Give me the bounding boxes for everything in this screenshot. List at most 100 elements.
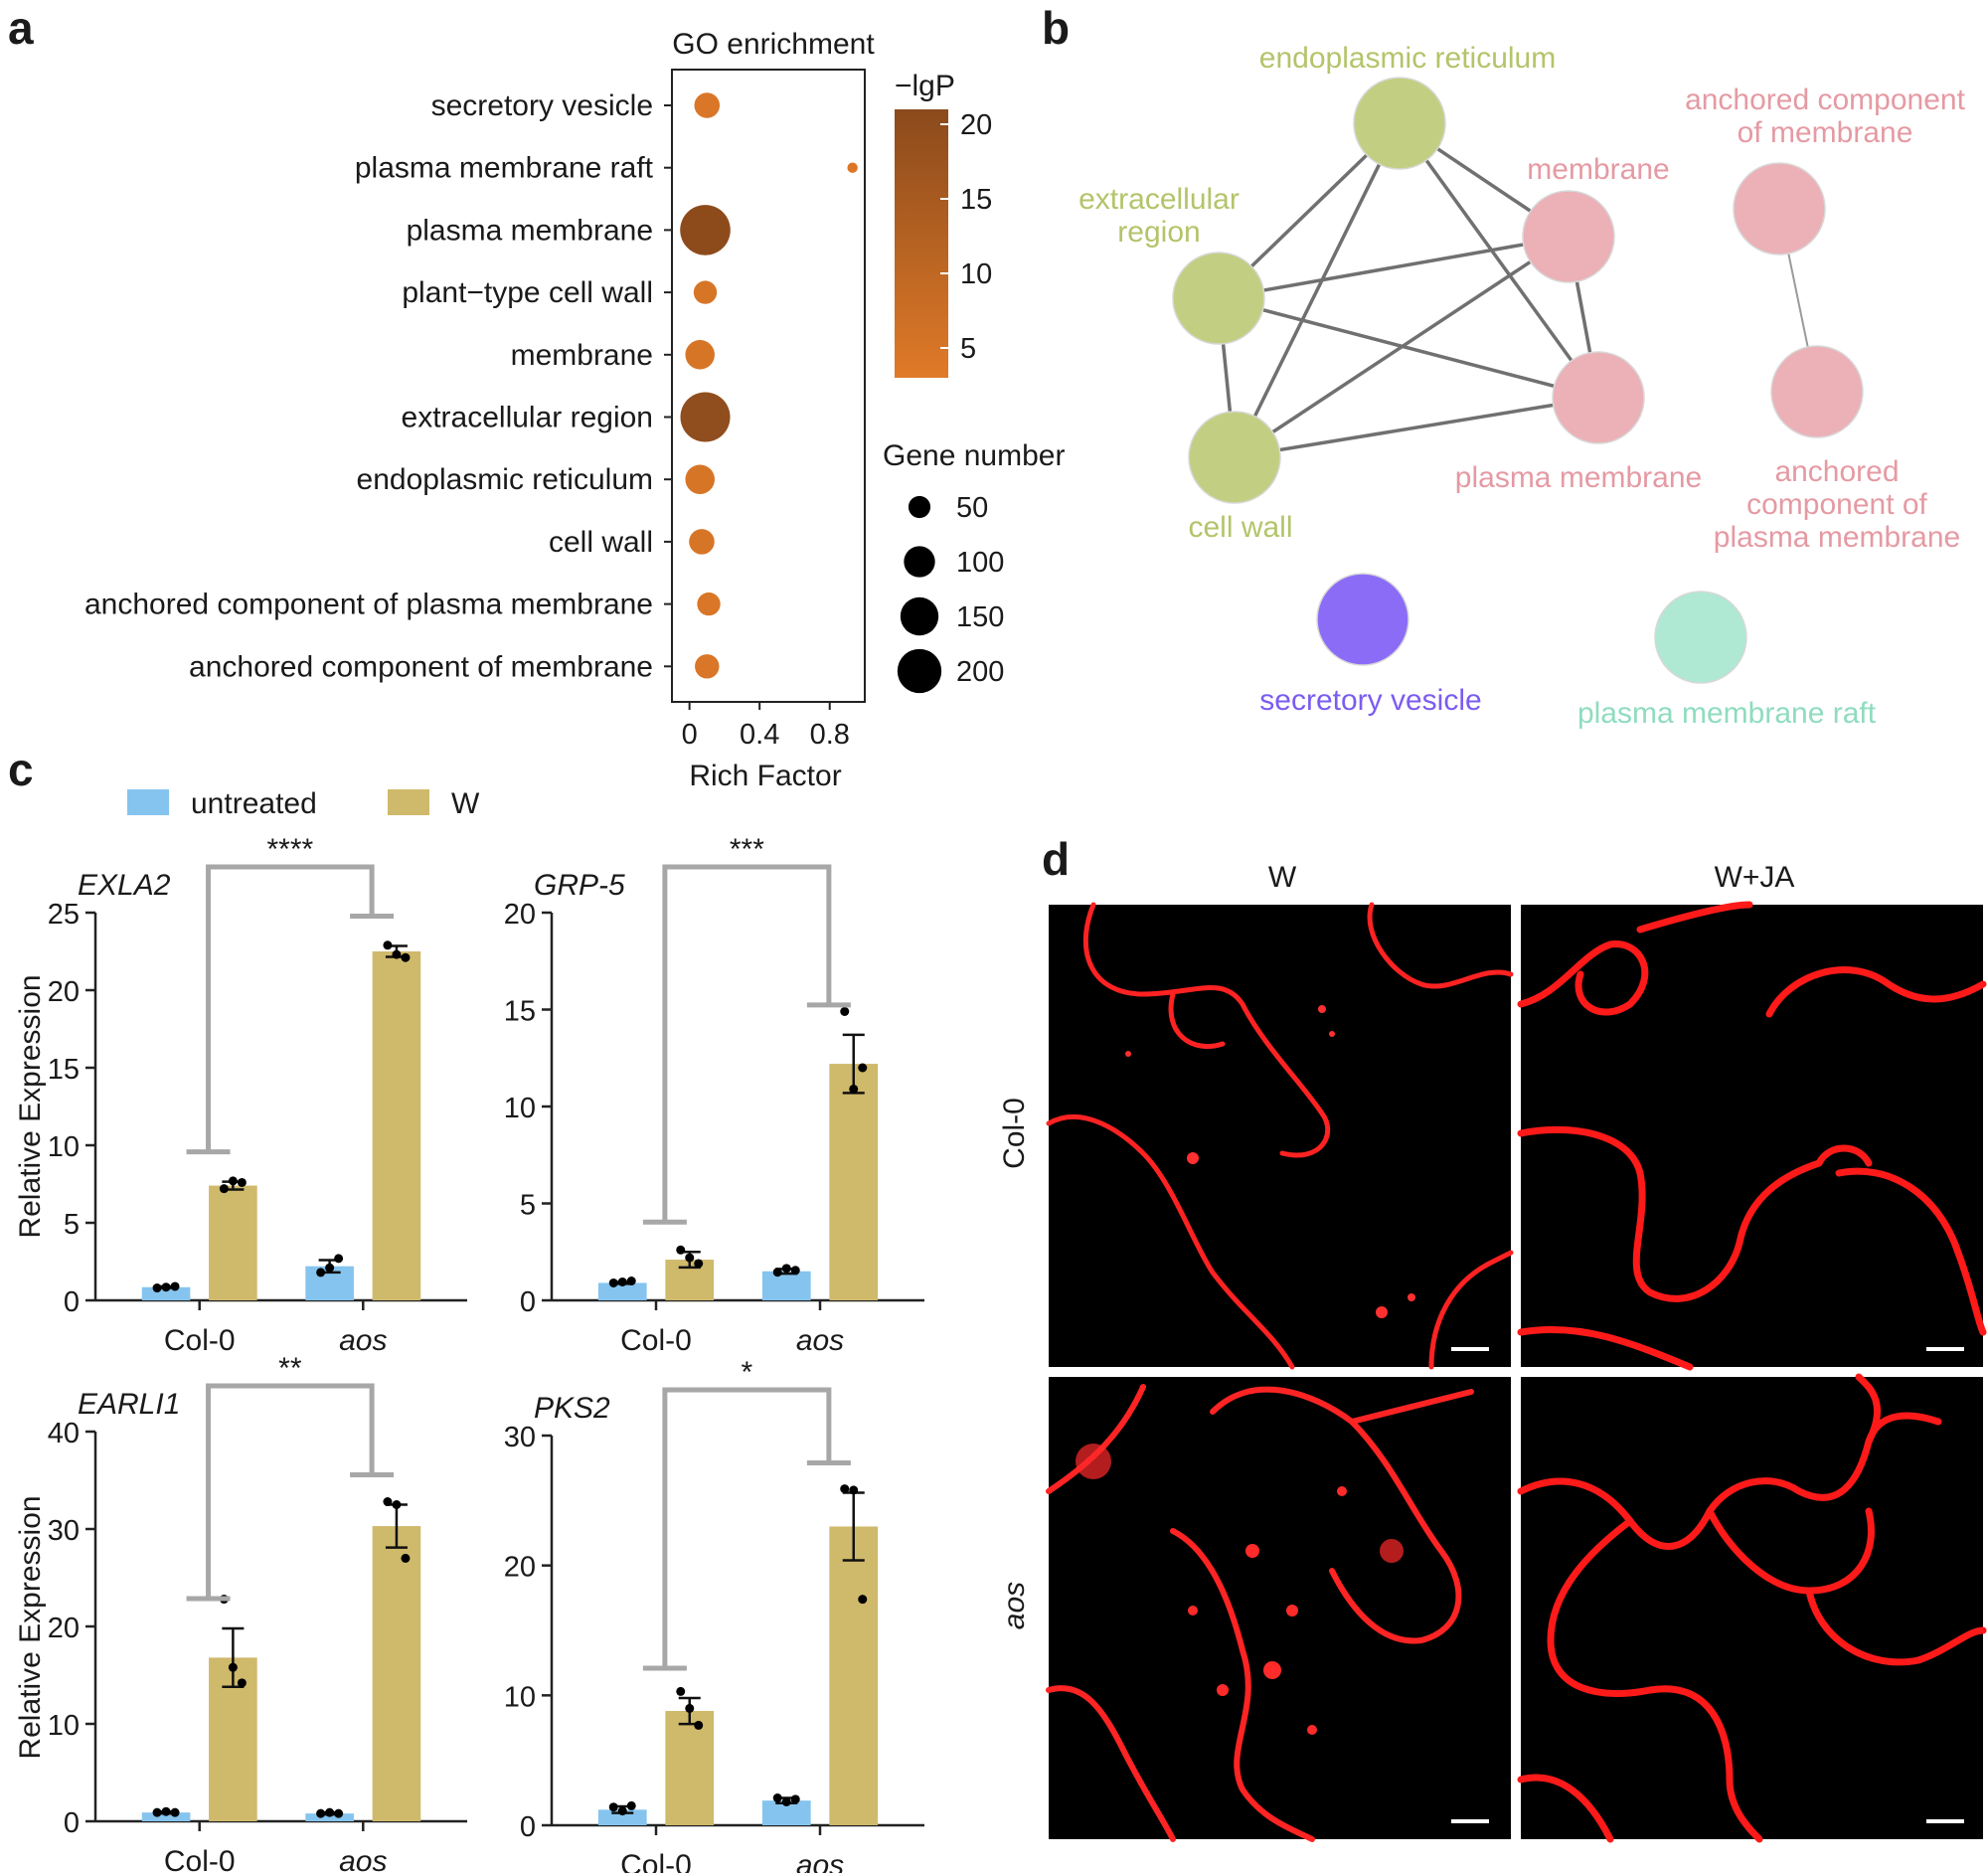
scale-bar (1926, 1347, 1964, 1351)
group-label: aos (796, 1324, 844, 1357)
network-edge (1398, 121, 1600, 400)
micrograph-col-wja: W+JA (1715, 861, 1795, 894)
bar-untreated-Col-0 (597, 1282, 647, 1300)
y-tick-label: 40 (48, 1418, 80, 1449)
bar-untreated-Col-0 (597, 1809, 647, 1825)
go-term-label: anchored component of plasma membrane (84, 589, 653, 621)
go-term-label: extracellular region (402, 402, 653, 434)
data-point (858, 1595, 868, 1605)
bar-W-aos (829, 1064, 879, 1300)
data-point (325, 1807, 335, 1817)
group-label: aos (339, 1845, 387, 1873)
data-point (608, 1802, 618, 1812)
data-point (170, 1807, 180, 1817)
network-label-pmr: plasma membrane raft (1577, 697, 1877, 730)
network-node-acpm (1770, 345, 1864, 438)
significance-label: **** (266, 833, 313, 866)
color-tick-label: 10 (960, 258, 992, 290)
size-legend-label: 200 (956, 656, 1004, 688)
data-point (790, 1266, 800, 1276)
data-point (325, 1263, 335, 1273)
confocal-micrographs: W W+JA Col-0 aos (998, 861, 1987, 1843)
y-tick-label: 0 (520, 1286, 536, 1318)
legend-swatch-w (388, 789, 429, 815)
data-point (237, 1678, 247, 1688)
y-tick-label: 5 (520, 1190, 536, 1222)
network-node-pmr (1654, 591, 1747, 684)
y-tick-label: 20 (504, 899, 536, 931)
y-tick-label: 10 (48, 1131, 80, 1163)
data-point (685, 1703, 695, 1713)
color-legend-title: −lgP (895, 70, 955, 102)
gene-title: PKS2 (534, 1392, 610, 1425)
data-point (849, 1485, 859, 1495)
network-edge (1234, 235, 1570, 459)
data-point (401, 1553, 411, 1563)
data-point (617, 1806, 627, 1816)
data-point (383, 1497, 393, 1507)
y-tick-label: 30 (504, 1422, 536, 1453)
data-point (316, 1808, 326, 1818)
legend-swatch-untreated (127, 789, 169, 815)
network-node-mem (1522, 190, 1615, 283)
legend-label-untreated: untreated (191, 787, 317, 820)
y-tick-label: 0 (520, 1811, 536, 1843)
data-point (316, 1268, 326, 1277)
data-point (626, 1800, 636, 1810)
data-point (849, 1084, 859, 1094)
go-term-label: cell wall (549, 526, 653, 559)
data-point (790, 1794, 800, 1804)
data-point (694, 1720, 704, 1730)
gene-title: EARLI1 (78, 1388, 180, 1421)
data-point (626, 1277, 636, 1285)
significance-label: ** (278, 1352, 302, 1385)
go-bubble (694, 92, 721, 118)
network-label-pm: plasma membrane (1455, 461, 1702, 494)
micrograph-col0-w (1046, 902, 1514, 1370)
go-term-label: membrane (511, 339, 653, 372)
group-label: Col-0 (164, 1845, 236, 1873)
go-term-label: plasma membrane (407, 214, 653, 247)
network-label-cw: cell wall (1188, 511, 1292, 544)
micrograph-col-w: W (1268, 861, 1297, 894)
size-legend-label: 150 (956, 601, 1004, 633)
color-tick-label: 5 (960, 333, 976, 365)
go-bubble (680, 392, 731, 442)
y-tick-label: 10 (504, 1093, 536, 1124)
data-point (781, 1796, 791, 1806)
go-enrichment-chart: GO enrichment secretory vesicle plasma me… (84, 28, 1065, 792)
data-point (237, 1177, 247, 1187)
bar-untreated-aos (761, 1271, 811, 1300)
x-tick-label: 0.8 (810, 719, 850, 751)
significance-bracket (642, 1387, 851, 1671)
scale-bar (1451, 1347, 1489, 1351)
group-label: aos (796, 1849, 844, 1873)
network-node-pm (1552, 351, 1645, 444)
network-edge (1218, 296, 1599, 400)
y-tick-label: 10 (48, 1710, 80, 1742)
y-tick-label: 25 (48, 899, 80, 931)
size-legend-dot (897, 648, 942, 694)
go-bubble (693, 280, 718, 304)
data-point (676, 1245, 686, 1255)
y-tick-label: 5 (64, 1209, 80, 1241)
data-point (694, 1259, 704, 1269)
micrograph-aos-w (1046, 1377, 1511, 1842)
go-term-label: plant−type cell wall (402, 276, 653, 309)
legend-label-w: W (451, 787, 480, 820)
network-label-acm: anchored component of membrane (1685, 84, 1966, 149)
y-tick-label: 20 (48, 976, 80, 1008)
data-point (772, 1793, 782, 1803)
size-legend-dot (900, 596, 939, 636)
network-edge (1218, 235, 1570, 300)
group-label: Col-0 (620, 1324, 692, 1357)
go-term-label: anchored component of membrane (189, 650, 653, 683)
color-tick-label: 15 (960, 184, 992, 216)
bar-W-aos (372, 1526, 421, 1821)
significance-bracket (642, 864, 851, 1225)
significance-bracket (186, 1383, 395, 1602)
data-point (840, 1484, 850, 1494)
